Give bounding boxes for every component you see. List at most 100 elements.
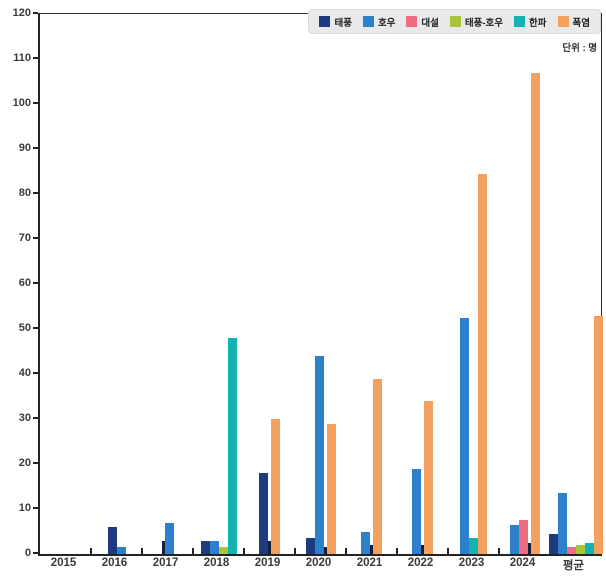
- y-axis-tick-mark: [33, 12, 38, 14]
- bar-group-2020: [295, 356, 346, 554]
- y-axis-tick-mark: [33, 462, 38, 464]
- x-axis-category-label: 평균: [562, 560, 585, 572]
- bar-한파-2024: [527, 542, 531, 554]
- y-axis-tick-label: 100: [12, 97, 31, 109]
- bar-group-2017: [142, 522, 193, 554]
- bar-group-2016: [91, 527, 142, 554]
- bar-group-2018: [193, 338, 244, 554]
- y-axis-tick-mark: [33, 507, 38, 509]
- bar-태풍-2019: [259, 473, 268, 554]
- bar-대설-평균: [566, 547, 576, 554]
- y-axis-tick-label: 20: [18, 457, 31, 469]
- x-axis-tick-mark: [447, 548, 449, 554]
- bar-호우-2020: [314, 356, 324, 554]
- legend-label: 태풍-호우: [464, 17, 504, 29]
- legend-label: 대설: [421, 17, 439, 29]
- x-axis-tick-mark: [294, 548, 296, 554]
- y-axis-tick-label: 40: [18, 367, 31, 379]
- y-axis-tick-mark: [33, 147, 38, 149]
- legend-item-typhoon-rain: 태풍-호우: [449, 15, 504, 29]
- legend-item-heavy-rain: 호우: [362, 15, 395, 29]
- y-axis-tick-label: 10: [18, 502, 31, 514]
- y-axis-tick-mark: [33, 102, 38, 104]
- bar-group-2022: [397, 401, 448, 554]
- y-axis-tick-label: 30: [18, 412, 31, 424]
- legend-item-cold-wave: 한파: [514, 15, 547, 29]
- bar-한파-평균: [584, 542, 594, 554]
- bar-태풍-2017: [161, 540, 165, 554]
- bar-호우-2018: [209, 540, 219, 554]
- x-axis-tick-mark: [90, 548, 92, 554]
- y-axis-tick-label: 120: [12, 7, 31, 19]
- y-axis-tick-mark: [33, 57, 38, 59]
- heavy-rain-swatch-icon: [362, 16, 374, 27]
- bar-폭염-2019: [271, 419, 280, 554]
- y-axis-tick-mark: [33, 417, 38, 419]
- bar-한파-2020: [323, 547, 327, 554]
- x-axis-tick-mark: [345, 548, 347, 554]
- bar-group-평균: [548, 315, 603, 554]
- bar-group-2023: [448, 173, 499, 554]
- bar-한파-2018: [227, 338, 237, 554]
- x-axis-category-label: 2021: [356, 557, 383, 569]
- bar-호우-2017: [164, 522, 174, 554]
- legend-item-heavy-snow: 대설: [406, 15, 439, 29]
- y-axis-tick-mark: [33, 327, 38, 329]
- unit-label: 단위 : 명: [562, 43, 597, 54]
- x-axis-category-label: 2024: [509, 557, 536, 569]
- x-axis-tick-mark: [498, 548, 500, 554]
- y-axis-tick-mark: [33, 372, 38, 374]
- bar-호우-2019: [268, 540, 271, 554]
- bar-호우-2022: [412, 468, 421, 554]
- y-axis-tick-label: 50: [18, 322, 31, 334]
- bar-대설-2024: [518, 520, 528, 554]
- bar-한파-2021: [370, 545, 373, 554]
- bar-group-2019: [244, 419, 295, 554]
- plot-area: [38, 13, 603, 556]
- bar-group-2024: [499, 72, 550, 554]
- x-axis-category-label: 2018: [203, 557, 230, 569]
- x-axis-category-label: 2020: [305, 557, 332, 569]
- bar-한파-2022: [421, 545, 424, 554]
- bar-태풍-평균: [548, 533, 558, 554]
- x-axis-tick-mark: [141, 548, 143, 554]
- y-axis-tick-label: 0: [24, 547, 31, 559]
- bar-폭염-2020: [326, 423, 336, 554]
- bar-폭염-2021: [373, 378, 382, 554]
- legend-label: 한파: [529, 17, 547, 29]
- legend-label: 태풍: [334, 17, 352, 29]
- x-axis-category-label: 2015: [50, 557, 77, 569]
- typhoon-rain-swatch-icon: [449, 16, 461, 27]
- x-axis-tick-mark: [243, 548, 245, 554]
- bar-폭염-2024: [530, 72, 540, 554]
- bar-폭염-2022: [424, 401, 433, 554]
- x-axis-category-label: 2023: [458, 557, 485, 569]
- y-axis-tick-mark: [33, 282, 38, 284]
- bar-호우-2024: [509, 524, 519, 554]
- y-axis-tick-mark: [33, 237, 38, 239]
- y-axis-tick-mark: [33, 192, 38, 194]
- y-axis-tick-mark: [33, 552, 38, 554]
- bar-태풍-호우-평균: [575, 545, 585, 554]
- x-axis-category-label: 2022: [407, 557, 434, 569]
- bar-폭염-2023: [478, 173, 487, 554]
- y-axis-tick-label: 70: [18, 232, 31, 244]
- bar-호우-2021: [361, 531, 370, 554]
- x-axis-tick-mark: [396, 548, 398, 554]
- legend-item-typhoon: 태풍: [319, 15, 352, 29]
- bar-호우-2023: [460, 317, 469, 554]
- bar-호우-2016: [116, 547, 126, 554]
- x-axis-category-label: 2019: [254, 557, 281, 569]
- heat-wave-swatch-icon: [557, 16, 569, 27]
- x-axis-tick-mark: [192, 548, 194, 554]
- y-axis-tick-label: 60: [18, 277, 31, 289]
- x-axis-category-label: 2017: [152, 557, 179, 569]
- x-axis-category-label: 2016: [101, 557, 128, 569]
- cold-wave-swatch-icon: [514, 16, 526, 27]
- heavy-snow-swatch-icon: [406, 16, 418, 27]
- bar-태풍-호우-2018: [218, 547, 228, 554]
- bar-한파-2023: [469, 538, 478, 554]
- legend: 태풍 호우 대설 태풍-호우 한파 폭염: [308, 9, 601, 34]
- y-axis-tick-label: 80: [18, 187, 31, 199]
